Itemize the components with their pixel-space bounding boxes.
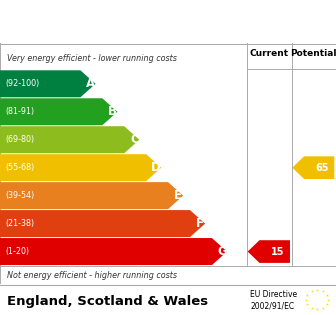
Text: England, Scotland & Wales: England, Scotland & Wales — [7, 295, 208, 308]
Polygon shape — [248, 240, 290, 263]
Text: A: A — [86, 77, 95, 90]
Text: C: C — [130, 133, 139, 146]
Text: (55-68): (55-68) — [5, 163, 34, 172]
Polygon shape — [0, 70, 95, 97]
Text: (21-38): (21-38) — [5, 219, 34, 228]
Text: (81-91): (81-91) — [5, 107, 34, 116]
Polygon shape — [0, 238, 227, 265]
Text: (69-80): (69-80) — [5, 135, 34, 144]
Polygon shape — [0, 210, 205, 237]
Polygon shape — [292, 156, 334, 179]
Text: D: D — [151, 161, 161, 174]
Text: E: E — [174, 189, 182, 202]
Text: B: B — [108, 105, 117, 118]
Text: Current: Current — [250, 49, 289, 58]
Text: 65: 65 — [316, 163, 329, 173]
Polygon shape — [0, 126, 139, 153]
Text: F: F — [196, 217, 204, 230]
Text: 2002/91/EC: 2002/91/EC — [250, 302, 294, 311]
Polygon shape — [0, 98, 117, 125]
Text: (39-54): (39-54) — [5, 191, 34, 200]
Text: Very energy efficient - lower running costs: Very energy efficient - lower running co… — [7, 54, 177, 63]
Polygon shape — [0, 154, 161, 181]
Text: (92-100): (92-100) — [5, 79, 39, 88]
Text: EU Directive: EU Directive — [250, 289, 297, 299]
Text: Potential: Potential — [291, 49, 336, 58]
Text: (1-20): (1-20) — [5, 247, 29, 256]
Text: Energy Efficiency Rating: Energy Efficiency Rating — [7, 12, 236, 30]
Text: G: G — [217, 245, 227, 258]
Polygon shape — [0, 182, 183, 209]
Text: Not energy efficient - higher running costs: Not energy efficient - higher running co… — [7, 271, 177, 280]
Text: 15: 15 — [271, 247, 285, 256]
